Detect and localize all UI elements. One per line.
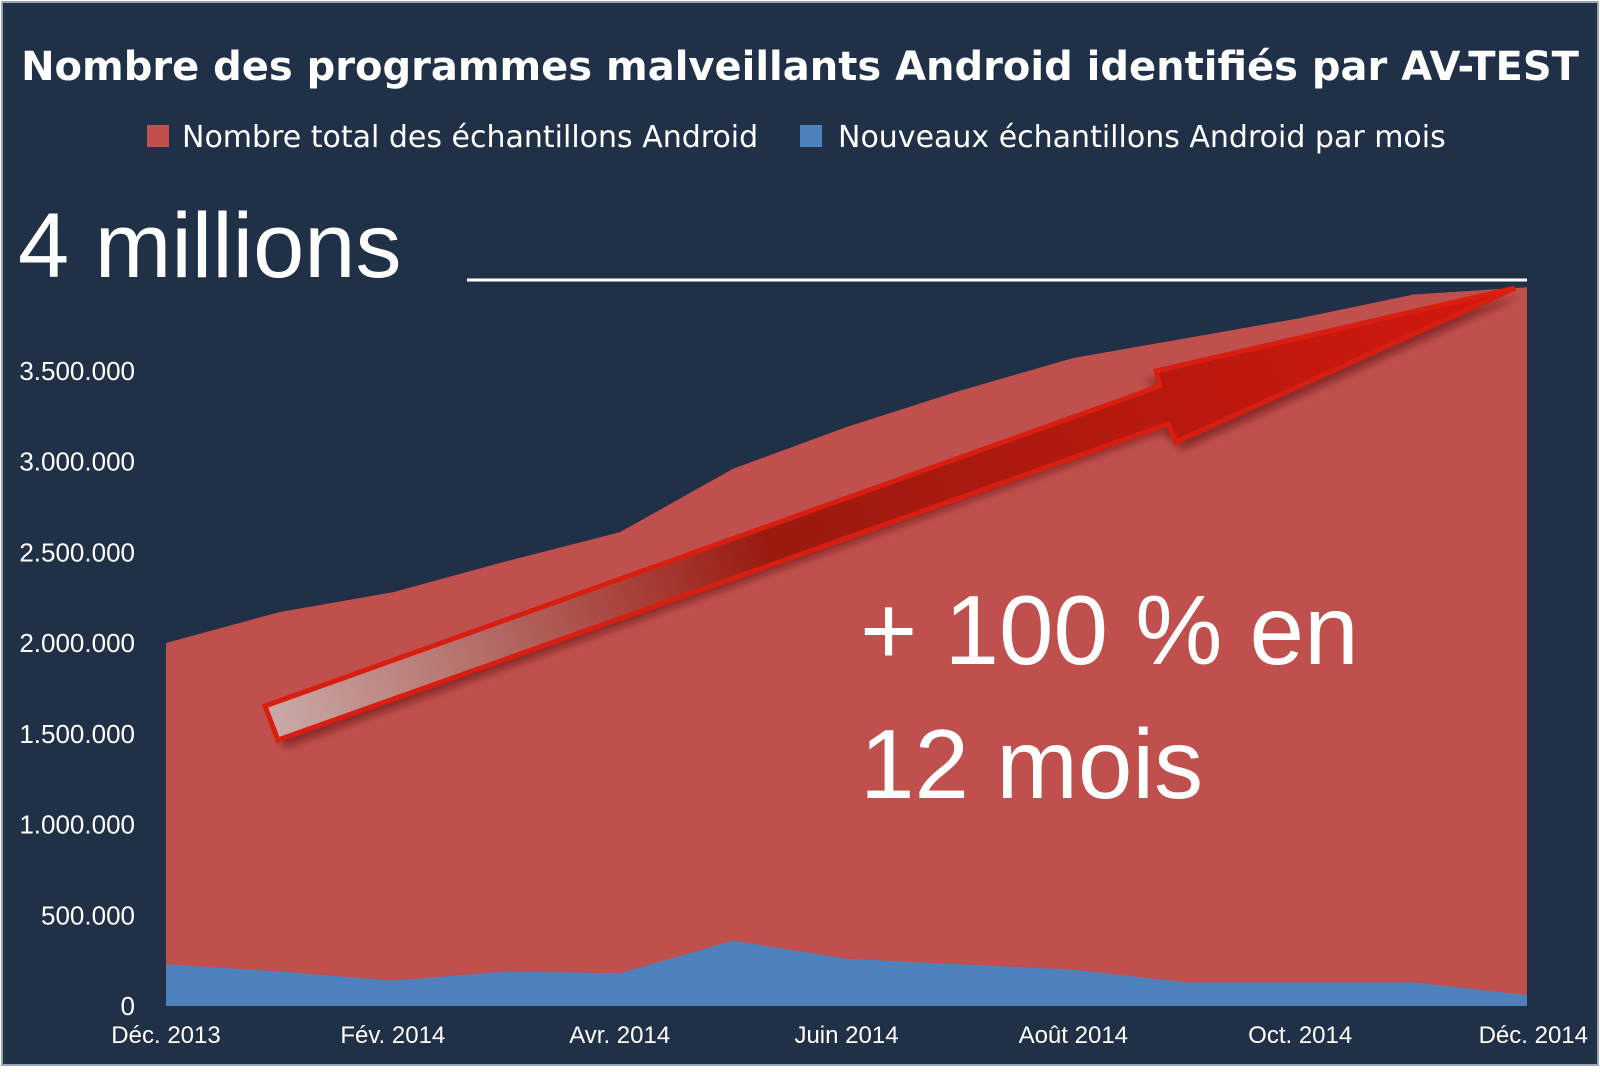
series-monthly-area [166,940,1527,1006]
growth-arrow-shape [261,285,1517,744]
x-tick-label: Juin 2014 [794,1022,898,1049]
x-tick-label: Avr. 2014 [569,1022,670,1049]
legend-label-monthly: Nouveaux échantillons Android par mois [838,120,1446,155]
x-tick-label: Oct. 2014 [1248,1022,1352,1049]
legend-swatch-total [147,125,169,147]
y-tick-label: 0 [121,991,135,1021]
y-tick-label: 3.000.000 [19,447,135,477]
y-tick-label: 2.000.000 [19,628,135,658]
chart-title: Nombre des programmes malveillants Andro… [21,44,1580,90]
series-total-area [166,287,1527,1006]
legend-label-total: Nombre total des échantillons Android [182,120,758,155]
growth-arrow [261,285,1521,748]
x-tick-label: Déc. 2013 [111,1022,220,1049]
legend: Nombre total des échantillons Android No… [147,120,1446,155]
y-tick-label: 3.500.000 [19,356,135,386]
growth-label-line1: + 100 % en [860,575,1359,685]
growth-label-line2: 12 mois [860,709,1203,819]
max-value-label: 4 millions [18,195,401,297]
plot-area [166,287,1527,1006]
y-tick-label: 2.500.000 [19,537,135,567]
x-axis-labels: Déc. 2013 Fév. 2014 Avr. 2014 Juin 2014 Août… [111,1022,1588,1049]
x-tick-label: Août 2014 [1019,1022,1128,1049]
x-tick-label: Fév. 2014 [340,1022,445,1049]
y-tick-label: 500.000 [41,900,135,930]
legend-swatch-monthly [800,125,822,147]
y-tick-label: 1.000.000 [19,810,135,840]
y-tick-label: 1.500.000 [19,719,135,749]
y-axis-labels: 0 500.000 1.000.000 1.500.000 2.000.000 2.500… [19,356,135,1021]
x-tick-label: Déc. 2014 [1479,1022,1588,1049]
